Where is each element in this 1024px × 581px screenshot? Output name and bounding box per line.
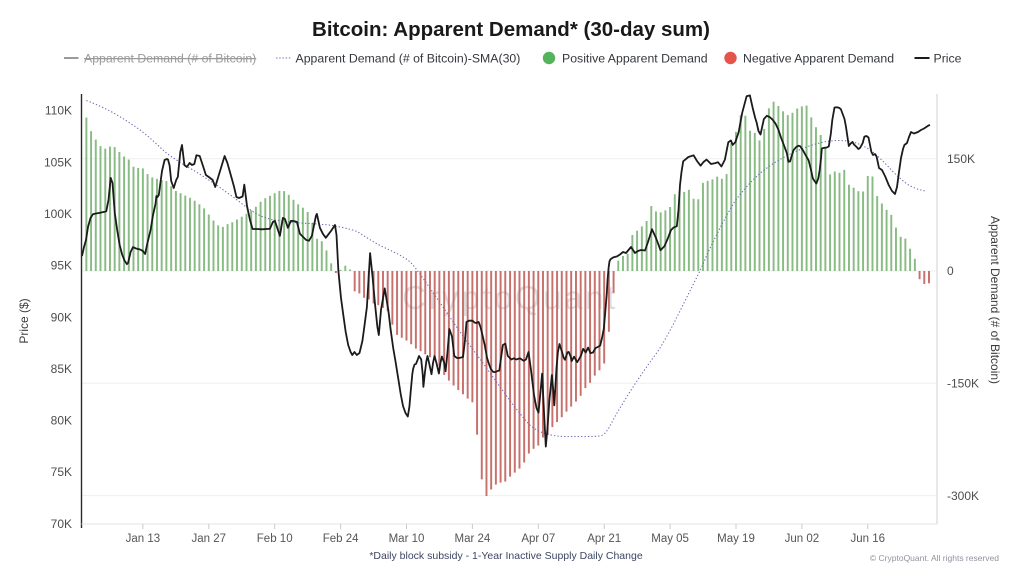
svg-text:110K: 110K xyxy=(45,104,72,118)
svg-text:Jan 27: Jan 27 xyxy=(192,533,227,545)
svg-text:Bitcoin: Apparent Demand* (30-: Bitcoin: Apparent Demand* (30-day sum) xyxy=(312,18,710,41)
svg-text:*Daily block subsidy - 1-Year: *Daily block subsidy - 1-Year Inactive S… xyxy=(369,550,642,562)
svg-text:Apparent Demand (# of Bitcoin): Apparent Demand (# of Bitcoin)-SMA(30) xyxy=(296,51,521,65)
svg-text:Feb 10: Feb 10 xyxy=(257,533,293,545)
svg-text:70K: 70K xyxy=(51,517,72,531)
svg-text:Price: Price xyxy=(934,51,962,65)
svg-text:105K: 105K xyxy=(44,155,72,169)
svg-text:Negative Apparent Demand: Negative Apparent Demand xyxy=(743,51,894,65)
svg-text:Feb 24: Feb 24 xyxy=(323,533,359,545)
svg-text:Mar 24: Mar 24 xyxy=(455,533,491,545)
svg-text:100K: 100K xyxy=(44,207,72,221)
svg-text:-300K: -300K xyxy=(947,489,979,503)
svg-text:Jun 02: Jun 02 xyxy=(785,533,820,545)
svg-text:95K: 95K xyxy=(51,259,72,273)
svg-text:Price ($): Price ($) xyxy=(17,298,31,343)
svg-text:90K: 90K xyxy=(51,310,72,324)
svg-text:85K: 85K xyxy=(51,362,72,376)
svg-text:75K: 75K xyxy=(51,465,72,479)
svg-text:May 19: May 19 xyxy=(717,533,755,545)
svg-text:80K: 80K xyxy=(51,414,72,428)
svg-text:Jun 16: Jun 16 xyxy=(851,533,886,545)
svg-text:150K: 150K xyxy=(947,152,975,166)
svg-text:Jan 13: Jan 13 xyxy=(126,533,161,545)
svg-text:May 05: May 05 xyxy=(651,533,689,545)
svg-text:Apr 21: Apr 21 xyxy=(587,533,621,545)
svg-text:Positive Apparent Demand: Positive Apparent Demand xyxy=(562,51,708,65)
svg-text:© CryptoQuant. All rights rese: © CryptoQuant. All rights reserved xyxy=(870,553,999,563)
svg-text:Apparent Demand (# of Bitcoin): Apparent Demand (# of Bitcoin) xyxy=(988,216,1002,384)
svg-text:Apparent Demand (# of Bitcoin): Apparent Demand (# of Bitcoin) xyxy=(84,51,256,65)
svg-text:Apr 07: Apr 07 xyxy=(521,533,555,545)
svg-text:-150K: -150K xyxy=(947,377,979,391)
svg-text:Mar 10: Mar 10 xyxy=(389,533,425,545)
svg-text:0: 0 xyxy=(947,264,954,278)
